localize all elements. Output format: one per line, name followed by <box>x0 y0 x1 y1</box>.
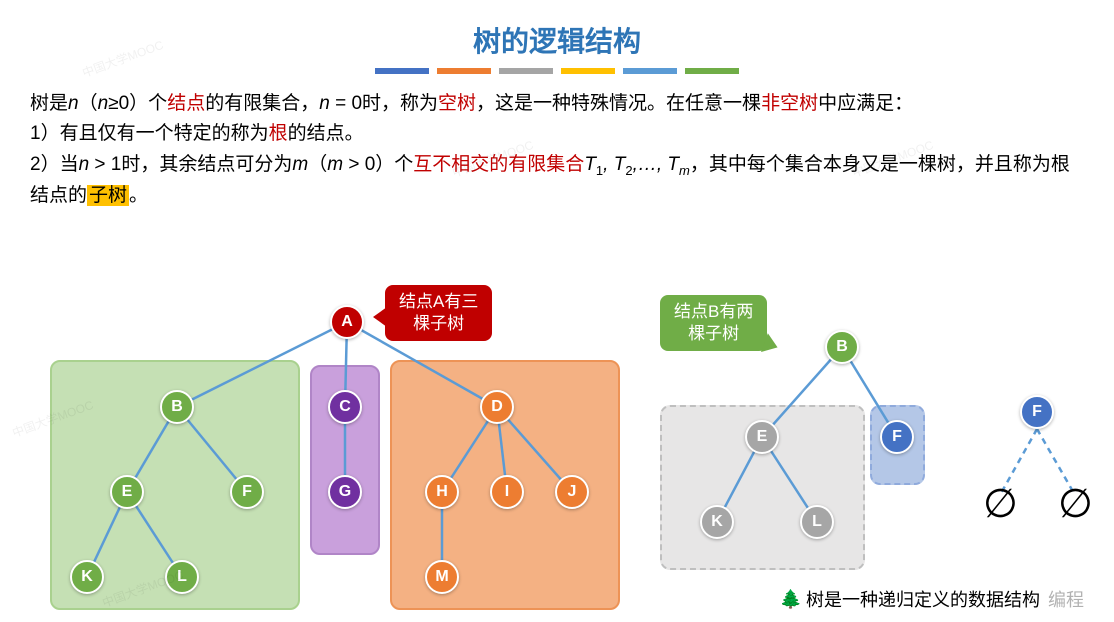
sub: m <box>679 163 690 178</box>
t: m <box>292 154 308 175</box>
t: ，这是一种特殊情况。在任意一棵 <box>476 93 761 114</box>
tree-diagram: A B C D E F G HIJ K L M B E F K L F 结点A有三棵子树 结点B有两棵子树 ∅ ∅ <box>0 280 1114 620</box>
tree-node-C: C <box>328 390 362 424</box>
tree-node-L: L <box>165 560 199 594</box>
t: 2）当 <box>30 154 79 175</box>
t: = 0时，称为 <box>330 93 438 114</box>
tree-node-F3: F <box>1020 395 1054 429</box>
t: （ <box>79 93 98 114</box>
t: 1）有且仅有一个特定的称为 <box>30 123 269 144</box>
t-red: 非空树 <box>761 93 818 114</box>
tree-node-B2: B <box>825 330 859 364</box>
tree-node-H: H <box>425 475 459 509</box>
tree-node-K2: K <box>700 505 734 539</box>
t: ≥0）个 <box>108 93 167 114</box>
para-2: 1）有且仅有一个特定的称为根的结点。 <box>30 119 1084 149</box>
tree-node-L2: L <box>800 505 834 539</box>
footer-blur: 编程 <box>1048 586 1084 612</box>
tree-node-A: A <box>330 305 364 339</box>
callout: 结点B有两棵子树 <box>660 295 767 351</box>
definition-text: 树是n（n≥0）个结点的有限集合，n = 0时，称为空树，这是一种特殊情况。在任… <box>0 74 1114 212</box>
t: n <box>79 154 90 175</box>
tree-node-F2: F <box>880 420 914 454</box>
t: T <box>584 154 596 175</box>
footer-caption: 树是一种递归定义的数据结构 <box>806 586 1040 612</box>
tree-node-D: D <box>480 390 514 424</box>
tree-node-E2: E <box>745 420 779 454</box>
tree-node-I: I <box>490 475 524 509</box>
footer-text: 🌲 树是一种递归定义的数据结构 编程 <box>780 586 1084 612</box>
t-red: 结点 <box>167 93 205 114</box>
t: > 1时，其余结点可分为 <box>89 154 292 175</box>
tree-node-M: M <box>425 560 459 594</box>
t: n <box>68 93 79 114</box>
tree-icon: 🌲 <box>780 589 802 610</box>
t-red: 空树 <box>438 93 476 114</box>
t-highlight: 子树 <box>87 185 129 206</box>
sub: 2 <box>625 163 632 178</box>
t: 。 <box>129 185 148 206</box>
tree-node-J: J <box>555 475 589 509</box>
t: n <box>319 93 330 114</box>
empty-set-symbol: ∅ <box>983 480 1018 527</box>
t: （ <box>308 154 327 175</box>
t: ,…, T <box>633 154 679 175</box>
t: m <box>327 154 343 175</box>
para-3: 2）当n > 1时，其余结点可分为m（m > 0）个互不相交的有限集合T1, T… <box>30 150 1084 212</box>
t: 中应满足： <box>818 93 913 114</box>
tree-node-G: G <box>328 475 362 509</box>
callout: 结点A有三棵子树 <box>385 285 492 341</box>
t-red: 互不相交的有限集合 <box>413 154 584 175</box>
t: > 0）个 <box>343 154 413 175</box>
tree-node-K: K <box>70 560 104 594</box>
t: , T <box>603 154 625 175</box>
t: 的结点。 <box>288 123 364 144</box>
tree-node-E: E <box>110 475 144 509</box>
tree-node-B: B <box>160 390 194 424</box>
t-red: 根 <box>269 123 288 144</box>
tree-node-F: F <box>230 475 264 509</box>
para-1: 树是n（n≥0）个结点的有限集合，n = 0时，称为空树，这是一种特殊情况。在任… <box>30 89 1084 119</box>
t: n <box>98 93 109 114</box>
t: 的有限集合， <box>205 93 319 114</box>
t: 树是 <box>30 93 68 114</box>
empty-set-symbol: ∅ <box>1058 480 1093 527</box>
slide-title: 树的逻辑结构 <box>0 0 1114 60</box>
